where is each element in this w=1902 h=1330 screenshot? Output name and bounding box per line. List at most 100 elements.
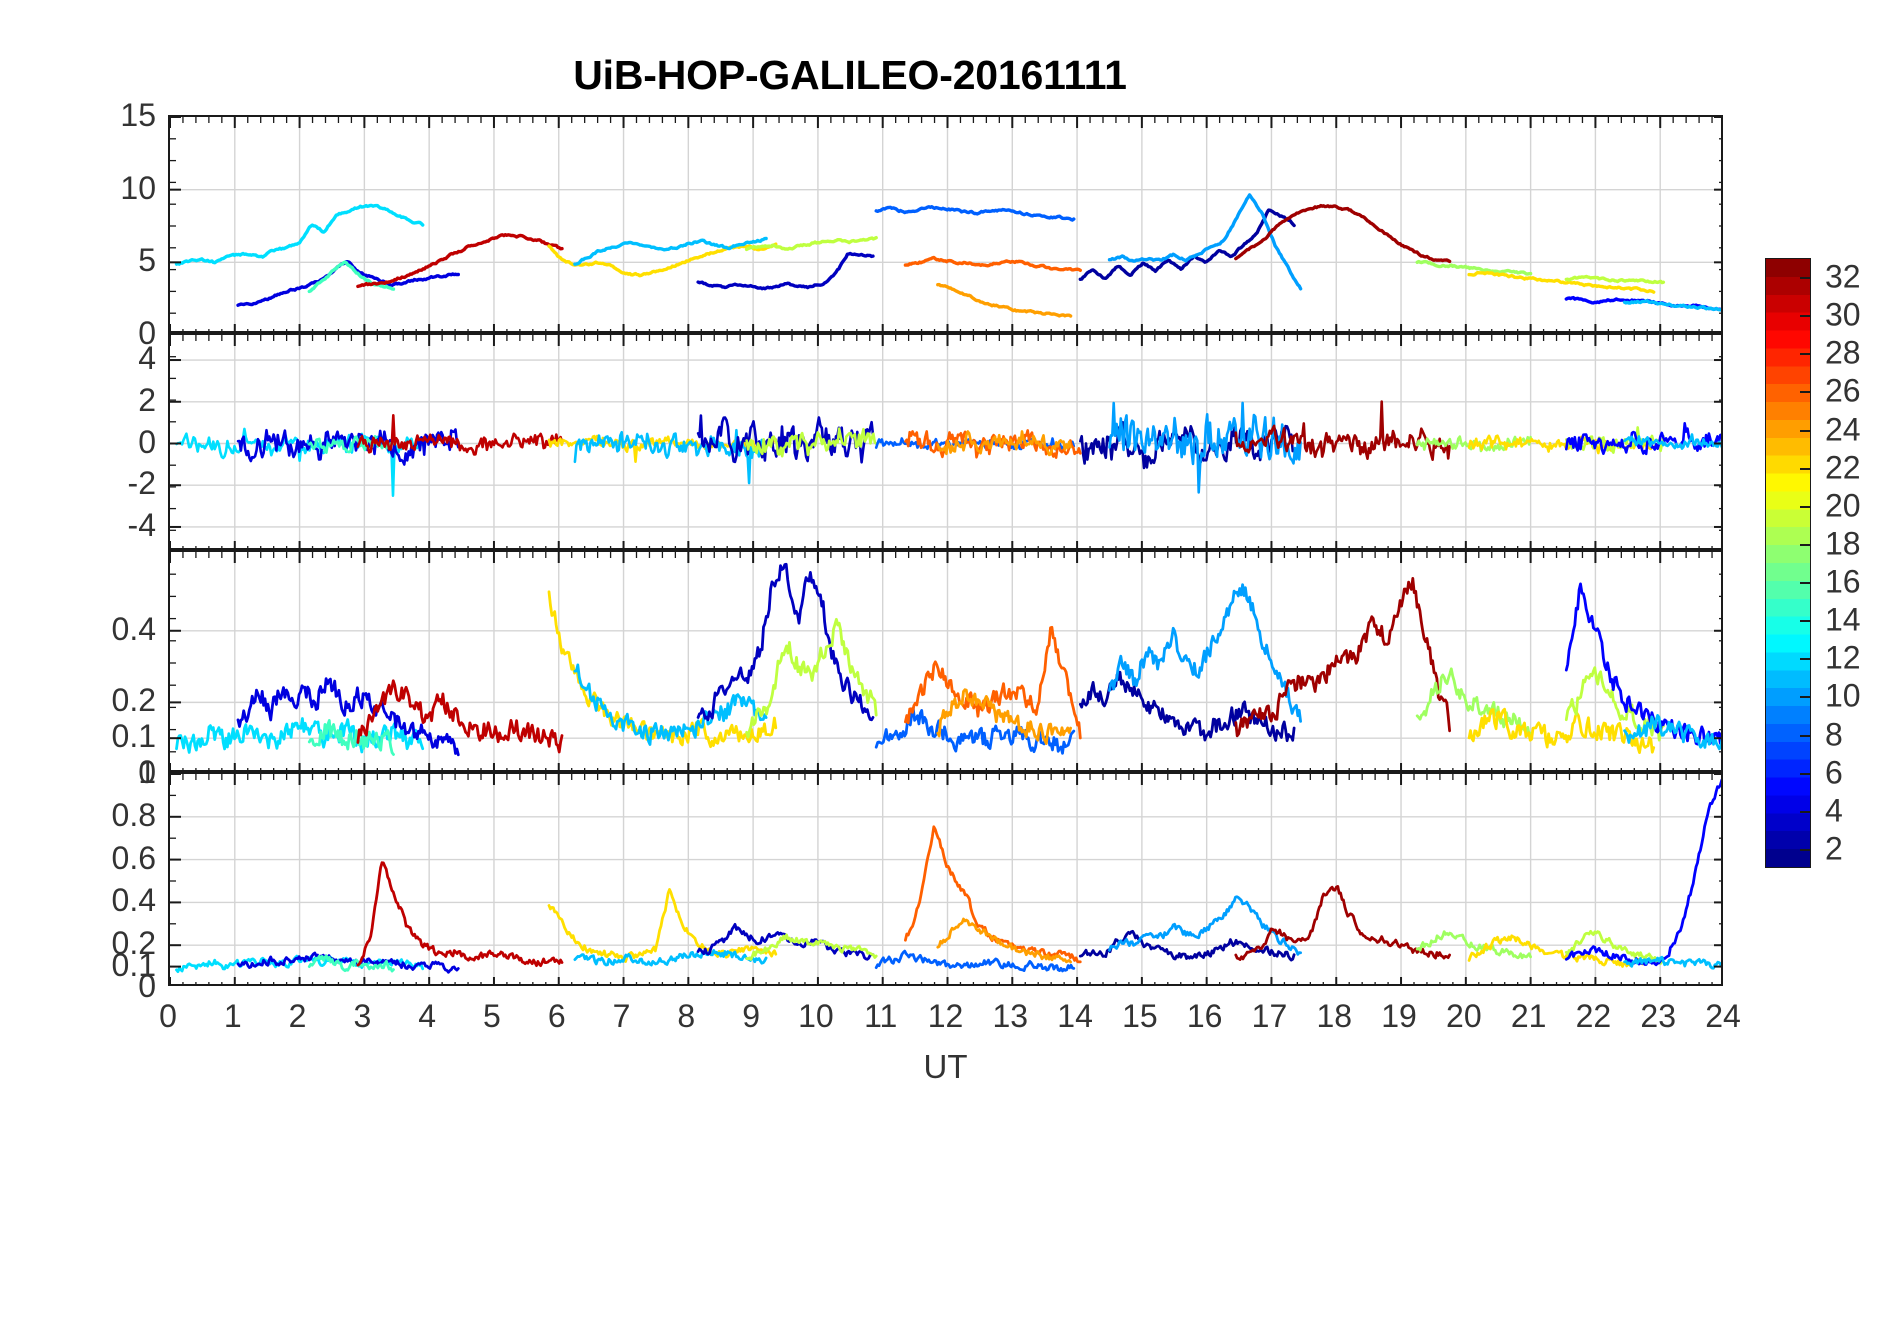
colorbar-tick-10: 10 (1825, 677, 1861, 714)
ytick-s4-0: 0 (138, 754, 156, 790)
gridlines (170, 774, 1721, 984)
colorbar-tick-30: 30 (1825, 296, 1861, 333)
xtick-13: 13 (992, 998, 1029, 1034)
trace-prn-24 (936, 430, 1072, 457)
trace-prn-22 (547, 888, 778, 963)
xtick-18: 18 (1316, 998, 1353, 1034)
trace-prn-10 (1108, 583, 1302, 723)
data-traces (175, 562, 1721, 757)
xtick-2: 2 (288, 998, 307, 1034)
colorbar-tickmark-6 (1800, 772, 1811, 775)
trace-prn-18 (1415, 667, 1532, 737)
xtick-1: 1 (223, 998, 242, 1034)
panel-rot (168, 333, 1723, 550)
trace-prn-22 (1467, 707, 1656, 754)
trace-prn-4 (236, 260, 460, 307)
ytick-vtec-3: 15 (120, 97, 156, 133)
trace-prn-31 (356, 861, 564, 967)
trace-prn-18 (1415, 435, 1532, 453)
trace-prn-11 (573, 428, 768, 485)
colorbar-tick-12: 12 (1825, 639, 1861, 676)
colorbar-tickmark-28 (1800, 353, 1811, 356)
trace-prn-22 (547, 242, 778, 278)
xtick-11: 11 (864, 998, 898, 1034)
axis-ticks (170, 774, 1721, 984)
trace-prn-31 (356, 679, 564, 754)
ytick-rot-1: -2 (127, 465, 156, 502)
xtick-22: 22 (1575, 998, 1612, 1034)
trace-prn-10 (1108, 895, 1302, 956)
colorbar-tickmark-10 (1800, 696, 1811, 699)
panel-canvas-vtec (170, 117, 1721, 331)
colorbar-tickmark-4 (1800, 810, 1811, 813)
ytick-vtec-0: 0 (138, 315, 156, 351)
trace-prn-11 (1623, 955, 1721, 970)
colorbar-tickmark-32 (1800, 277, 1811, 280)
ytick-sigmaphi-1: 0.1 (111, 946, 156, 983)
colorbar-tickmark-8 (1800, 734, 1811, 737)
panel-s4 (168, 550, 1723, 772)
trace-prn-8 (874, 949, 1076, 973)
data-traces (174, 193, 1721, 318)
ytick-sigmaphi-5: 0.8 (111, 796, 156, 833)
trace-prn-15 (307, 954, 395, 973)
colorbar-tickmark-30 (1800, 315, 1811, 318)
trace-prn-10 (1108, 401, 1302, 494)
trace-prn-31 (356, 233, 564, 289)
ytick-sigmaphi-4: 0.6 (111, 839, 156, 876)
ytick-sigmaphi-2: 0.2 (111, 925, 156, 962)
xtick-16: 16 (1186, 998, 1223, 1034)
colorbar-tick-28: 28 (1825, 334, 1861, 371)
ytick-s4-1: 0.1 (111, 718, 156, 755)
ytick-rot-2: 0 (138, 423, 156, 460)
ytick-rot-3: 2 (138, 381, 156, 418)
trace-prn-24 (936, 282, 1073, 318)
trace-prn-19 (745, 933, 878, 961)
colorbar-tick-14: 14 (1825, 601, 1861, 638)
trace-prn-11 (1622, 299, 1721, 312)
xtick-5: 5 (483, 998, 501, 1034)
panel-canvas-s4 (170, 552, 1721, 770)
trace-prn-19 (745, 427, 878, 458)
trace-prn-22 (1467, 934, 1656, 968)
colorbar-tickmark-22 (1800, 467, 1811, 470)
trace-prn-4 (236, 428, 460, 466)
trace-prn-32 (1234, 203, 1452, 264)
trace-prn-2 (1078, 208, 1296, 281)
ytick-sigmaphi-3: 0.4 (111, 882, 156, 919)
prn-colorbar (1765, 258, 1811, 868)
colorbar-tickmark-20 (1800, 505, 1811, 508)
trace-prn-31 (356, 414, 564, 456)
trace-prn-18 (1415, 259, 1533, 276)
trace-prn-4 (236, 951, 460, 974)
colorbar-tick-22: 22 (1825, 449, 1861, 486)
gridlines (170, 117, 1721, 331)
xtick-3: 3 (353, 998, 372, 1034)
colorbar-tickmark-16 (1800, 582, 1811, 585)
colorbar-tickmark-18 (1800, 543, 1811, 546)
trace-prn-3 (696, 562, 875, 722)
data-traces (175, 400, 1721, 497)
trace-prn-24 (936, 917, 1072, 964)
colorbar-tick-26: 26 (1825, 372, 1861, 409)
ytick-sigmaphi-6: 1 (138, 754, 156, 790)
ytick-rot-4: 4 (138, 340, 156, 377)
colorbar-tick-6: 6 (1825, 754, 1843, 791)
trace-prn-19 (744, 236, 878, 252)
xtick-7: 7 (612, 998, 631, 1034)
xtick-9: 9 (742, 998, 761, 1034)
trace-prn-5 (1564, 778, 1721, 967)
trace-prn-5 (1565, 422, 1721, 456)
trace-prn-24 (936, 688, 1072, 745)
ytick-sigmaphi-0: 0 (138, 968, 156, 1004)
trace-prn-2 (1079, 421, 1296, 470)
trace-prn-11 (573, 236, 768, 266)
trace-prn-4 (236, 677, 460, 757)
colorbar-tick-24: 24 (1825, 411, 1861, 448)
colorbar-tick-8: 8 (1825, 716, 1843, 753)
panel-vtec (168, 115, 1723, 333)
ytick-vtec-1: 5 (138, 242, 156, 279)
colorbar-tick-20: 20 (1825, 487, 1861, 524)
trace-prn-26 (904, 625, 1082, 740)
xtick-12: 12 (927, 998, 964, 1034)
